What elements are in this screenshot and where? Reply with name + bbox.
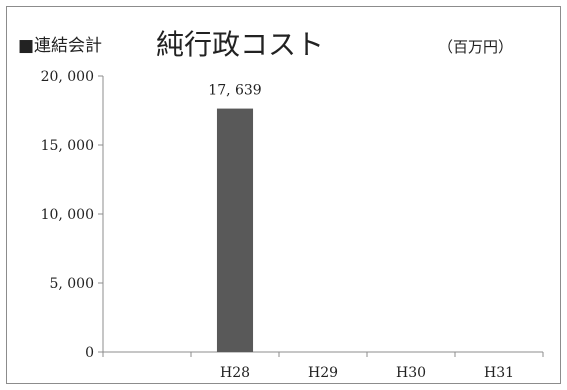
unit-label: （百万円） [438,38,513,56]
y-tick-label: 0 [85,345,94,361]
x-tick-label: H29 [308,365,338,381]
x-tick-label: H31 [484,365,514,381]
chart-title: 純行政コスト [156,28,324,61]
x-tick-label: H30 [396,365,426,381]
y-tick-label: 5, 000 [49,276,94,292]
data-label: 17, 639 [208,83,261,99]
chart-frame [6,6,561,384]
y-tick-label: 10, 000 [41,207,94,223]
y-tick-label: 15, 000 [41,138,94,154]
plot-area: 0 5, 000 10, 000 15, 000 20, 000 H28 H29 H30 H31… [41,69,544,381]
y-tick-label: 20, 000 [41,69,94,85]
x-tick-label: H28 [220,365,250,381]
bar [216,108,254,352]
title-prefix: ■連結会計 [18,36,102,56]
